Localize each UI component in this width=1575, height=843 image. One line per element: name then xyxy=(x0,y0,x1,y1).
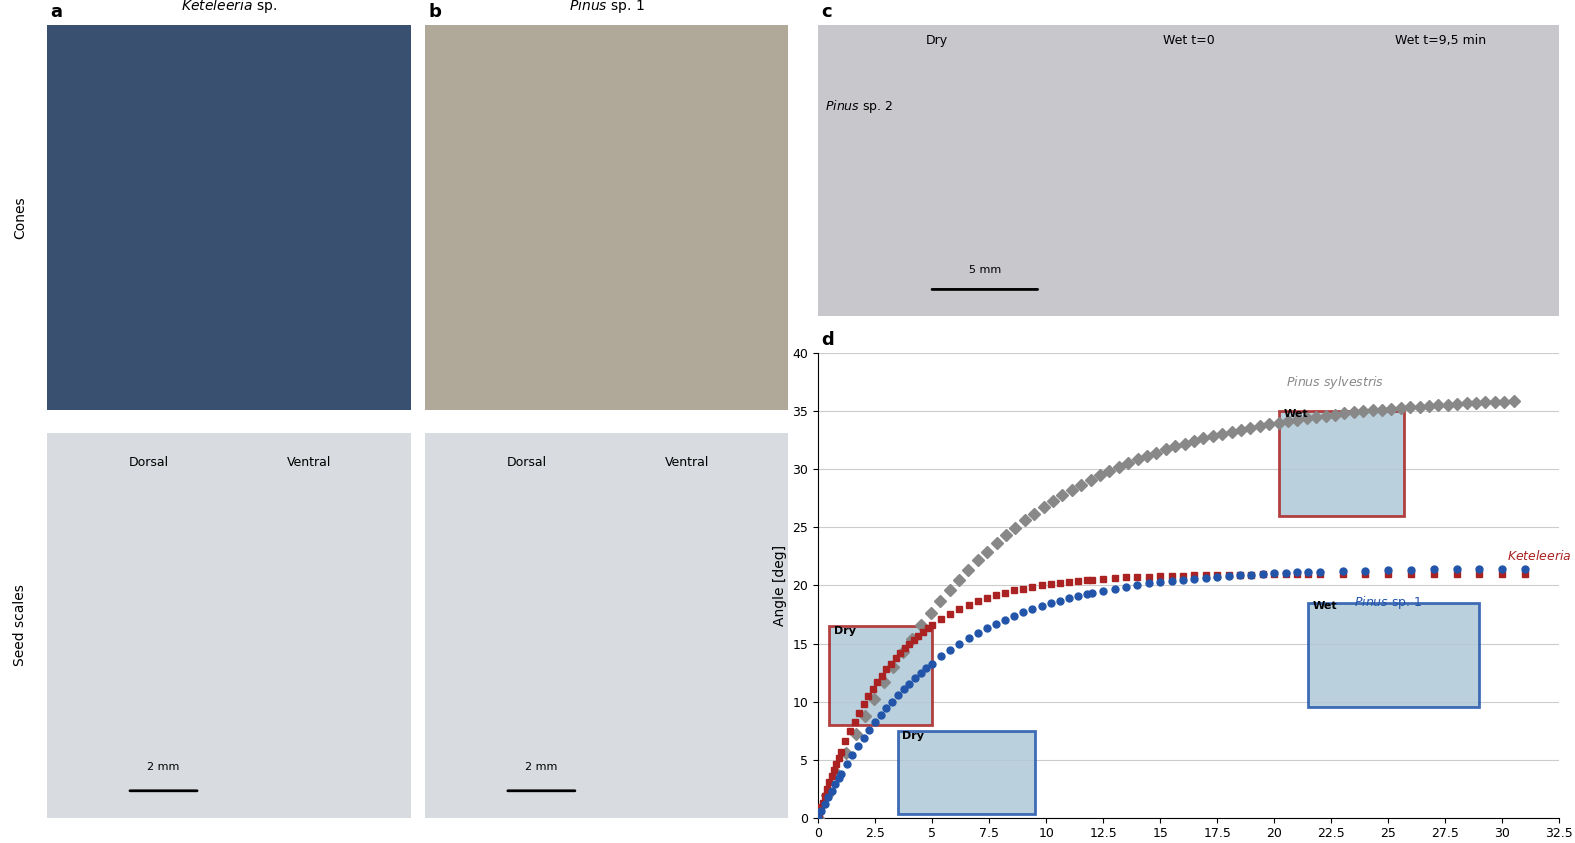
Text: Wet: Wet xyxy=(1284,409,1307,419)
Text: Wet: Wet xyxy=(1314,601,1337,610)
Text: a: a xyxy=(50,3,63,21)
Text: d: d xyxy=(821,331,835,349)
Text: b: b xyxy=(428,3,441,21)
Text: Ventral: Ventral xyxy=(665,456,709,469)
Text: $\it{Pinus}$ sp. 1: $\it{Pinus}$ sp. 1 xyxy=(1354,594,1422,611)
Text: Dry: Dry xyxy=(835,626,857,636)
Text: Dorsal: Dorsal xyxy=(129,456,169,469)
Text: Dry: Dry xyxy=(902,731,925,741)
Text: $\it{Keteleeria}$ sp.: $\it{Keteleeria}$ sp. xyxy=(181,0,277,15)
Text: 5 mm: 5 mm xyxy=(969,265,1002,275)
Text: Dry: Dry xyxy=(926,34,948,47)
Bar xyxy=(1279,411,1405,516)
Text: Seed scales: Seed scales xyxy=(14,584,27,666)
Bar xyxy=(898,731,1035,814)
Text: 2 mm: 2 mm xyxy=(148,761,180,771)
Bar xyxy=(1309,603,1479,707)
Text: Dorsal: Dorsal xyxy=(507,456,547,469)
Text: Wet t=9,5 min: Wet t=9,5 min xyxy=(1395,34,1487,47)
Text: $\it{Pinus\ sylvestris}$: $\it{Pinus\ sylvestris}$ xyxy=(1285,373,1384,391)
Text: Wet t=0: Wet t=0 xyxy=(1162,34,1214,47)
Text: Cones: Cones xyxy=(14,196,27,239)
Text: $\it{Pinus}$ sp. 2: $\it{Pinus}$ sp. 2 xyxy=(825,98,895,115)
Y-axis label: Angle [deg]: Angle [deg] xyxy=(773,545,788,626)
Text: c: c xyxy=(821,3,832,21)
Text: $\it{Keteleeria}$ sp.: $\it{Keteleeria}$ sp. xyxy=(1507,548,1575,565)
Text: $\it{Pinus}$ sp. 1: $\it{Pinus}$ sp. 1 xyxy=(569,0,644,15)
Text: Ventral: Ventral xyxy=(287,456,331,469)
Bar xyxy=(830,626,932,725)
Text: 2 mm: 2 mm xyxy=(524,761,558,771)
